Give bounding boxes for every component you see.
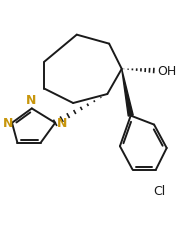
Polygon shape <box>122 70 133 117</box>
Text: OH: OH <box>158 65 177 78</box>
Text: N: N <box>26 93 36 106</box>
Text: N: N <box>57 117 67 130</box>
Text: Cl: Cl <box>153 184 166 197</box>
Text: N: N <box>3 117 13 130</box>
